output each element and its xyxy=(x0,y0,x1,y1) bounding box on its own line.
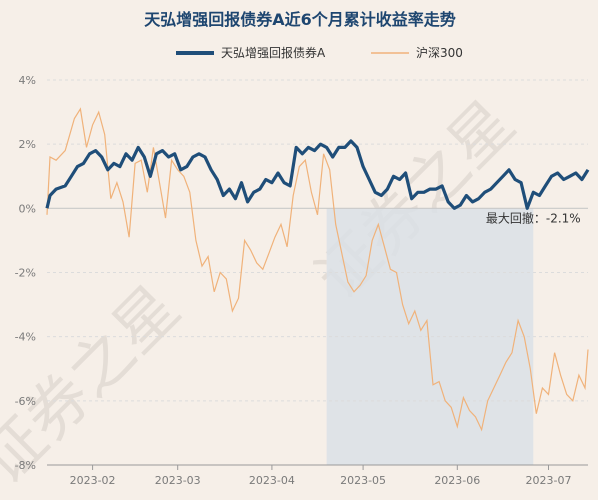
x-tick-label: 2023-04 xyxy=(249,474,295,487)
legend: 天弘增强回报债券A 沪深300 xyxy=(176,45,463,60)
y-axis-ticks: 4% 2% 0% -2% -4% -6% -8% xyxy=(15,74,36,472)
legend-label-fund: 天弘增强回报债券A xyxy=(221,45,326,60)
y-tick-label: -8% xyxy=(15,459,36,472)
x-tick-label: 2023-06 xyxy=(434,474,480,487)
x-tick-label: 2023-02 xyxy=(70,474,116,487)
series-line-hs300 xyxy=(46,107,589,432)
grid xyxy=(47,79,588,466)
y-tick-label: -4% xyxy=(15,331,36,344)
x-tick-label: 2023-03 xyxy=(155,474,201,487)
drawdown-label: 最大回撤：-2.1% xyxy=(486,210,581,225)
x-tick-label: 2023-05 xyxy=(340,474,386,487)
y-tick-label: -6% xyxy=(15,395,36,408)
series-line-fund xyxy=(45,139,590,210)
y-tick-label: 0% xyxy=(19,202,36,215)
y-tick-label: 2% xyxy=(19,138,36,151)
drawdown-shade xyxy=(326,208,534,466)
chart-title: 天弘增强回报债券A近6个月累计收益率走势 xyxy=(144,10,456,29)
x-tick-label: 2023-07 xyxy=(526,474,572,487)
x-axis-ticks: 2023-02 2023-03 2023-04 2023-05 2023-06 2023-… xyxy=(47,464,588,487)
y-tick-label: -2% xyxy=(15,267,36,280)
y-tick-label: 4% xyxy=(19,74,36,87)
legend-label-index: 沪深300 xyxy=(416,46,463,60)
